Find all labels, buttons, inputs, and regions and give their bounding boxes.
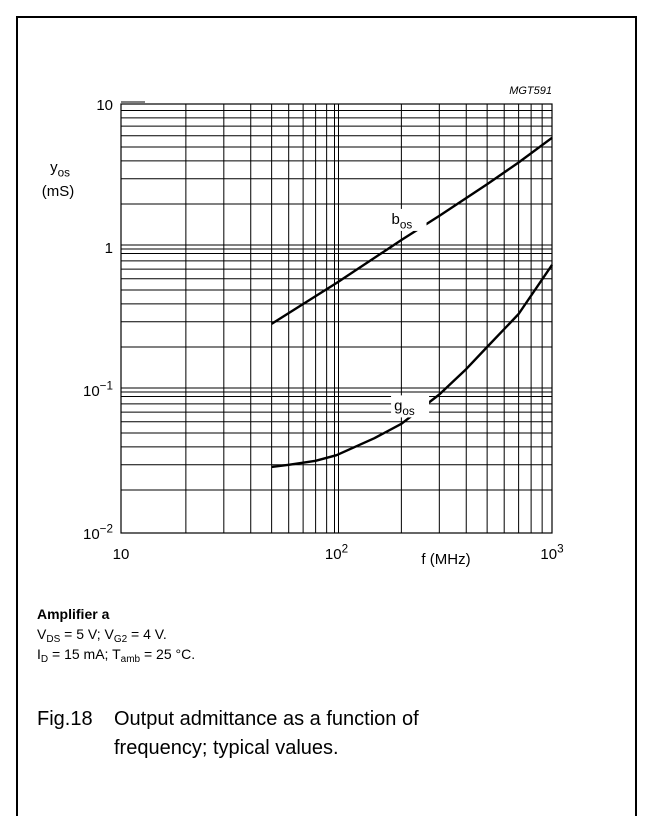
y-tick-label: 10−2 xyxy=(83,522,113,543)
y-tick-label: 10 xyxy=(96,97,113,114)
y-axis-label: yos xyxy=(50,159,70,180)
series-lines: bos gos xyxy=(270,136,553,469)
plot-frame xyxy=(120,103,553,534)
axis-labels: yos (mS) f (MHz) xyxy=(42,159,471,568)
series-label-bg-bos xyxy=(388,208,427,231)
caption-line-1: Fig.18 Output admittance as a function of xyxy=(37,705,597,734)
conditions-heading: Amplifier a xyxy=(37,606,110,622)
y-axis-unit: (mS) xyxy=(42,183,75,200)
series-label-gos: gos xyxy=(394,397,415,418)
conditions-block: Amplifier a VDS = 5 V; VG2 = 4 V. ID = 1… xyxy=(37,604,196,665)
caption-number: Fig.18 xyxy=(37,708,93,730)
chart: MGT591 10 102 103 10 1 10−1 10−2 bos gos yos (mS… xyxy=(42,85,564,568)
figure-code: MGT591 xyxy=(509,85,552,97)
x-tick-label: 10 xyxy=(113,546,130,563)
conditions-line-2: ID = 15 mA; Tamb = 25 °C. xyxy=(37,646,196,665)
figure-caption: Fig.18 Output admittance as a function of… xyxy=(37,705,597,763)
tick-labels: 10 102 103 10 1 10−1 10−2 xyxy=(83,97,564,563)
conditions-line-1: VDS = 5 V; VG2 = 4 V. xyxy=(37,626,167,645)
series-line-bos xyxy=(270,136,553,325)
y-tick-label: 1 xyxy=(105,240,113,257)
chart-grid xyxy=(120,101,553,534)
series-label-bg-gos xyxy=(391,395,430,418)
series-line-gos xyxy=(271,264,553,469)
y-tick-label: 10−1 xyxy=(83,379,113,400)
caption-line-2: frequency; typical values. xyxy=(114,737,339,759)
figure-frame xyxy=(16,16,637,816)
x-tick-label: 103 xyxy=(540,542,563,563)
x-tick-label: 102 xyxy=(325,542,348,563)
x-axis-label: f (MHz) xyxy=(421,551,470,568)
series-label-bos: bos xyxy=(392,211,413,232)
